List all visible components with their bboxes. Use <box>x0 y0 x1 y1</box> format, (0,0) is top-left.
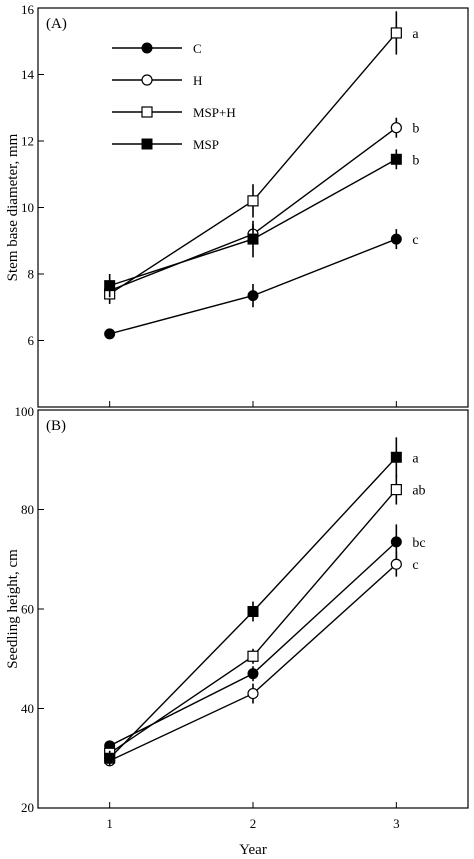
legend-marker <box>141 138 153 150</box>
y-tick-label: 100 <box>15 404 35 419</box>
legend-label: C <box>193 41 202 56</box>
data-point <box>247 233 259 245</box>
y-tick-label: 14 <box>21 67 35 82</box>
series-msp: b <box>104 149 419 298</box>
data-point <box>390 484 402 496</box>
data-point <box>247 687 259 700</box>
series-msp-h: ab <box>104 474 426 761</box>
significance-label: b <box>412 122 419 137</box>
legend-item: MSP <box>112 137 219 152</box>
x-tick-label: 1 <box>106 816 113 831</box>
series-h: c <box>104 551 419 767</box>
y-axis-title: Stem base diameter, mm <box>5 133 21 281</box>
series-c: c <box>104 229 419 340</box>
legend-label: MSP+H <box>193 105 236 120</box>
legend-item: MSP+H <box>112 105 236 120</box>
panel-label: (A) <box>46 16 67 32</box>
y-tick-label: 20 <box>21 800 34 815</box>
legend-label: MSP <box>193 137 219 152</box>
significance-label: a <box>412 27 419 42</box>
panel-label: (B) <box>46 418 66 434</box>
data-point <box>247 290 259 302</box>
x-axis-title: Year <box>239 842 267 858</box>
data-point <box>247 650 259 662</box>
data-point <box>247 195 259 207</box>
significance-label: c <box>412 558 418 573</box>
panel-b-seedling-height: 20 40 60 80 100 1 2 3 (B) Seedling height, cm Year… <box>5 404 469 858</box>
significance-label: ab <box>412 484 425 499</box>
data-point <box>390 153 402 165</box>
data-point <box>390 558 402 570</box>
y-axis-title: Seedling height, cm <box>5 549 21 669</box>
legend-marker <box>141 106 153 118</box>
y-tick-label: 12 <box>21 134 34 149</box>
data-point <box>390 27 402 39</box>
y-tick-label: 6 <box>28 333 35 348</box>
data-point <box>390 233 402 245</box>
legend-label: H <box>193 73 202 88</box>
series-msp: a <box>104 437 419 766</box>
x-tick-label: 3 <box>393 816 400 831</box>
data-point <box>390 122 402 134</box>
legend: C H MSP+H MSP <box>112 41 236 152</box>
series-c: bc <box>104 524 426 752</box>
panel-a-stem-diameter: 6 8 10 12 14 16 (A) Stem base diameter, mm c b a b C… <box>5 2 469 408</box>
data-point <box>390 536 402 548</box>
y-tick-label: 8 <box>28 267 35 282</box>
significance-label: bc <box>412 536 425 551</box>
y-tick-label: 40 <box>21 701 34 716</box>
y-tick-label: 10 <box>21 200 34 215</box>
significance-label: b <box>412 153 419 168</box>
y-tick-label: 80 <box>21 502 34 517</box>
x-tick-label: 2 <box>250 816 257 831</box>
data-point <box>390 451 402 463</box>
data-point <box>247 605 259 617</box>
data-point <box>104 280 116 292</box>
series-msp-h: a <box>104 11 419 304</box>
legend-marker <box>141 42 153 54</box>
y-tick-label: 16 <box>21 2 35 17</box>
y-tick-label: 60 <box>21 602 34 617</box>
significance-label: c <box>412 233 418 248</box>
legend-marker <box>141 74 153 86</box>
data-point <box>104 328 116 340</box>
data-point <box>104 752 116 764</box>
data-point <box>247 668 259 680</box>
legend-item: C <box>112 41 202 56</box>
legend-item: H <box>112 73 202 88</box>
significance-label: a <box>412 451 419 466</box>
